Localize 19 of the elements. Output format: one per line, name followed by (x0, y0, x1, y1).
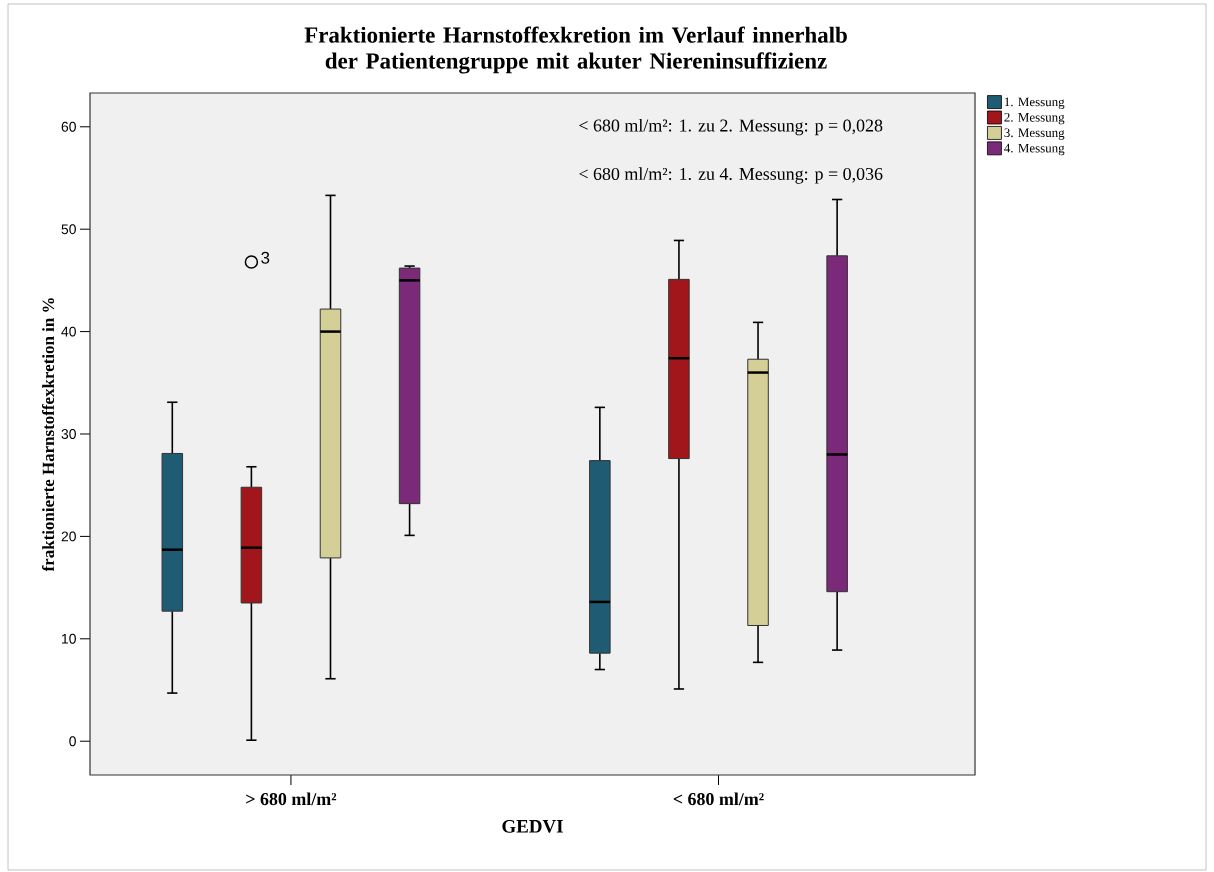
x-tick-label: < 680 ml/m² (673, 792, 764, 806)
chart-title: Fraktionierte Harnstoffexkretion im Verlauf innerhalb der Patientengruppe mit akuter Niereninsuffizienz (304, 26, 847, 74)
x-tick-label: > 680 ml/m² (246, 792, 337, 806)
y-tick-label: 50 (61, 224, 76, 235)
y-tick-label: 40 (61, 326, 76, 337)
x-axis-title: GEDVI (502, 819, 563, 833)
y-tick-label: 20 (61, 531, 76, 542)
legend-label: 1. Messung (1004, 97, 1065, 109)
annotation: < 680 ml/m²: 1. zu 2. Messung: p = 0,028 (579, 118, 883, 136)
y-axis-title: fraktionierte Harnstoffexkretion in % (41, 298, 55, 572)
legend-label: 3. Messung (1004, 128, 1065, 140)
y-tick-label: 60 (61, 121, 76, 132)
y-tick-label: 10 (62, 633, 76, 644)
legend-label: 4. Messung (1004, 143, 1065, 156)
annotation: < 680 ml/m²: 1. zu 4. Messung: p = 0,036 (579, 167, 883, 184)
annotation: 3 (261, 251, 270, 264)
legend-label: 2. Messung (1004, 112, 1065, 125)
y-tick-label: 30 (61, 429, 76, 439)
y-tick-label: 0 (69, 736, 76, 747)
